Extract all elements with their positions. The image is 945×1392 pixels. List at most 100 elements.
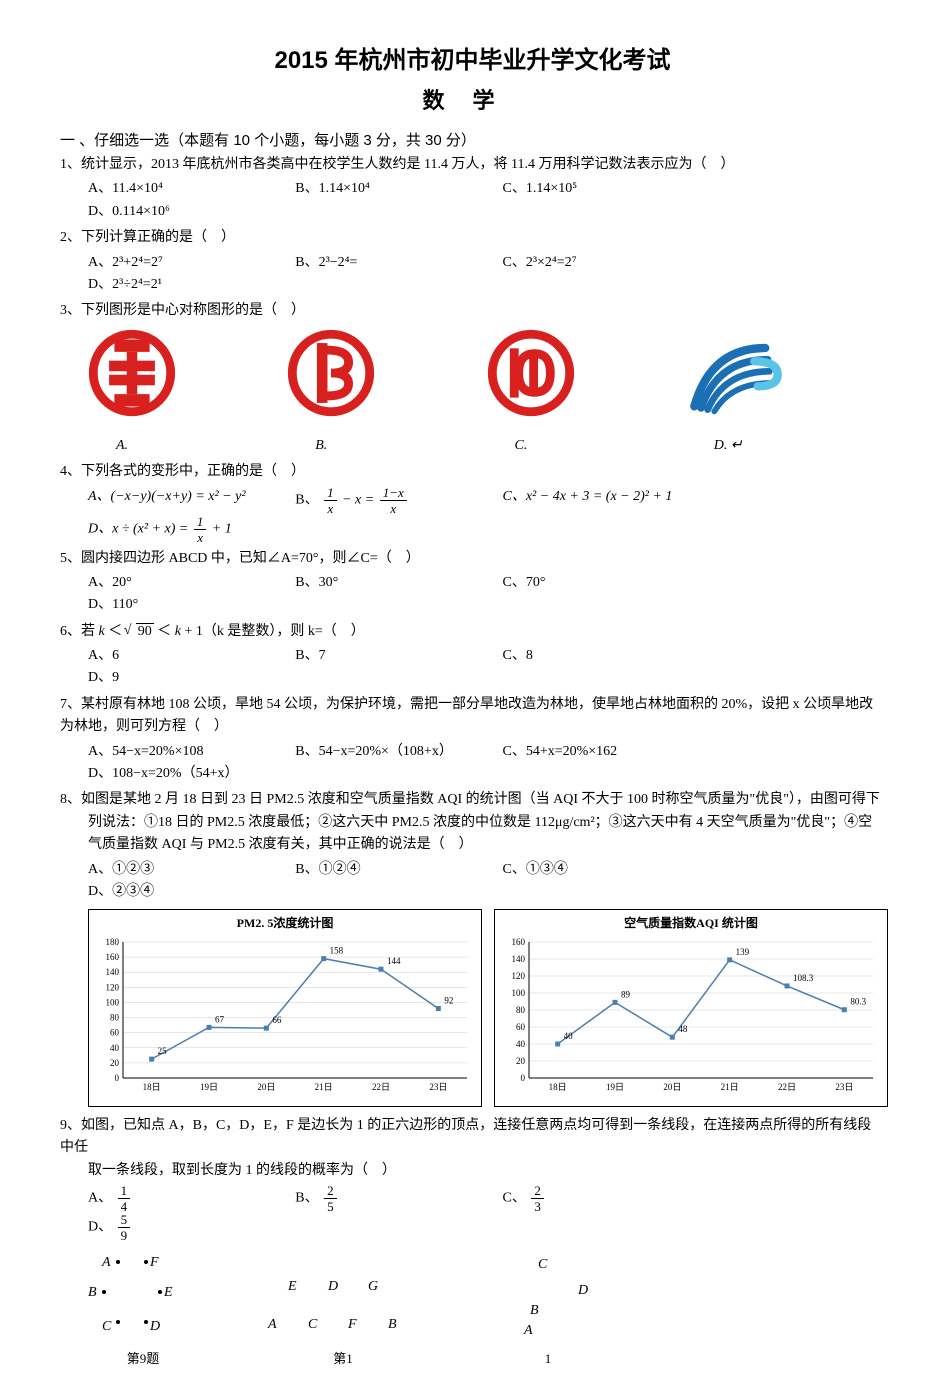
- q9-opt-a: A、 14: [88, 1184, 295, 1213]
- q5-opt-b: B、30°: [295, 572, 502, 594]
- figure-q9-caption: 第9题: [127, 1349, 160, 1370]
- q1-opt-d: D、0.114×10⁶: [88, 201, 295, 223]
- question-1: 1、统计显示，2013 年底杭州市各类高中在校学生人数约是 11.4 万人，将 …: [60, 154, 885, 223]
- svg-text:C: C: [102, 1319, 112, 1334]
- q8-stem-1: 8、如图是某地 2 月 18 日到 23 日 PM2.5 浓度和空气质量指数 A…: [60, 789, 885, 811]
- svg-text:A: A: [523, 1323, 533, 1338]
- q5-opt-d: D、110°: [88, 594, 295, 616]
- figure-q10: E D G A C F B 第1: [258, 1250, 428, 1370]
- chart-aqi-svg: 02040608010012014016018日19日20日21日22日23日4…: [501, 936, 881, 1096]
- q2-opt-d: D、2³÷2⁴=2¹: [88, 274, 295, 296]
- question-8: 8、如图是某地 2 月 18 日到 23 日 PM2.5 浓度和空气质量指数 A…: [60, 789, 885, 1107]
- figure-q10-caption: 第1: [333, 1349, 353, 1370]
- svg-text:E: E: [287, 1279, 297, 1294]
- svg-text:100: 100: [512, 988, 526, 998]
- svg-text:80: 80: [516, 1005, 526, 1015]
- chart-pm25: PM2. 5浓度统计图 02040608010012014016018018日1…: [88, 909, 482, 1107]
- q8-opt-b: B、①②④: [295, 859, 502, 881]
- svg-text:19日: 19日: [606, 1082, 624, 1092]
- q9-opt-c: C、 23: [503, 1184, 710, 1213]
- svg-text:160: 160: [106, 952, 120, 962]
- q3-label-b: B.: [287, 435, 327, 457]
- section-1-heading: 一 、仔细选一选（本题有 10 个小题，每小题 3 分，共 30 分）: [60, 129, 885, 150]
- q2-stem: 2、下列计算正确的是（ ）: [60, 227, 885, 249]
- svg-text:40: 40: [564, 1031, 574, 1041]
- svg-text:21日: 21日: [315, 1082, 333, 1092]
- question-7: 7、某村原有林地 108 公顷，旱地 54 公顷，为保护环境，需把一部分旱地改造…: [60, 694, 885, 786]
- q3-stem: 3、下列图形是中心对称图形的是（ ）: [60, 300, 885, 322]
- q3-label-c: C.: [487, 435, 528, 457]
- svg-text:A: A: [101, 1255, 111, 1270]
- svg-text:25: 25: [158, 1046, 168, 1056]
- q4-opt-b: B、 1x − x = 1−xx: [295, 486, 502, 515]
- question-5: 5、圆内接四边形 ABCD 中，已知∠A=70°，则∠C=（ ） A、20° B…: [60, 548, 885, 617]
- q8-opt-d: D、②③④: [88, 881, 295, 903]
- q7-opt-d: D、108−x=20%（54+x）: [88, 763, 295, 785]
- svg-text:B: B: [88, 1285, 97, 1300]
- svg-text:40: 40: [516, 1039, 526, 1049]
- q3-logo-c-icon: [487, 329, 575, 417]
- q9-opt-d: D、 59: [88, 1213, 295, 1242]
- q3-label-d: D. ↵: [686, 435, 743, 457]
- svg-text:89: 89: [621, 989, 631, 999]
- svg-text:144: 144: [387, 956, 401, 966]
- q6-stem: 6、若 k ＜ 90 ＜ k + 1（k 是整数），则 k=（ ）: [60, 621, 885, 643]
- q7-stem: 7、某村原有林地 108 公顷，旱地 54 公顷，为保护环境，需把一部分旱地改造…: [60, 694, 885, 739]
- svg-text:23日: 23日: [429, 1082, 447, 1092]
- svg-text:21日: 21日: [721, 1082, 739, 1092]
- svg-text:18日: 18日: [143, 1082, 161, 1092]
- q3-logo-d-icon: [686, 329, 786, 417]
- q1-opt-a: A、11.4×10⁴: [88, 178, 295, 200]
- svg-text:60: 60: [516, 1022, 526, 1032]
- q8-opt-c: C、①③④: [503, 859, 710, 881]
- question-6: 6、若 k ＜ 90 ＜ k + 1（k 是整数），则 k=（ ） A、6 B、…: [60, 621, 885, 690]
- svg-text:139: 139: [736, 946, 750, 956]
- svg-text:20: 20: [110, 1057, 120, 1067]
- q8-stem-3: 气质量指数 AQI 与 PM2.5 浓度有关，其中正确的说法是（ ）: [60, 834, 885, 856]
- svg-text:G: G: [368, 1279, 378, 1294]
- svg-text:B: B: [388, 1317, 397, 1332]
- svg-text:40: 40: [110, 1042, 120, 1052]
- q3-logo-a-icon: [88, 329, 176, 417]
- q9-stem-2: 取一条线段，取到长度为 1 的线段的概率为（ ）: [60, 1160, 885, 1182]
- svg-text:18日: 18日: [549, 1082, 567, 1092]
- q3-logo-c-cell: C.: [487, 329, 686, 457]
- q4-opt-d: D、x ÷ (x² + x) = 1x + 1: [88, 515, 295, 544]
- svg-text:D: D: [577, 1283, 588, 1298]
- svg-text:D: D: [149, 1319, 160, 1334]
- q4-stem: 4、下列各式的变形中，正确的是（ ）: [60, 461, 885, 483]
- q1-opt-c: C、1.14×10⁵: [503, 178, 710, 200]
- question-3: 3、下列图形是中心对称图形的是（ ） A. B.: [60, 300, 885, 457]
- svg-text:120: 120: [512, 971, 526, 981]
- svg-text:80: 80: [110, 1012, 120, 1022]
- exam-title: 2015 年杭州市初中毕业升学文化考试: [60, 40, 885, 75]
- svg-text:66: 66: [272, 1015, 282, 1025]
- svg-text:F: F: [149, 1255, 159, 1270]
- svg-text:20日: 20日: [663, 1082, 681, 1092]
- q4-opt-a: A、(−x−y)(−x+y) = x² − y²: [88, 486, 295, 515]
- figure-q9: A F B E C D 第9题: [88, 1250, 198, 1370]
- q5-opt-c: C、70°: [503, 572, 710, 594]
- chart-aqi-title: 空气质量指数AQI 统计图: [501, 914, 881, 933]
- q7-opt-c: C、54+x=20%×162: [503, 741, 710, 763]
- q6-opt-c: C、8: [503, 645, 710, 667]
- svg-text:67: 67: [215, 1014, 225, 1024]
- chart-pm25-svg: 02040608010012014016018018日19日20日21日22日2…: [95, 936, 475, 1096]
- q5-stem: 5、圆内接四边形 ABCD 中，已知∠A=70°，则∠C=（ ）: [60, 548, 885, 570]
- svg-text:180: 180: [106, 937, 120, 947]
- svg-text:140: 140: [106, 967, 120, 977]
- q6-opt-d: D、9: [88, 667, 295, 689]
- svg-text:140: 140: [512, 954, 526, 964]
- svg-text:C: C: [538, 1257, 548, 1272]
- svg-text:120: 120: [106, 982, 120, 992]
- q2-opt-b: B、2³−2⁴=: [295, 252, 502, 274]
- q5-opt-a: A、20°: [88, 572, 295, 594]
- q2-opt-c: C、2³×2⁴=2⁷: [503, 252, 710, 274]
- svg-text:E: E: [163, 1285, 173, 1300]
- figure-q11-caption: 1: [545, 1349, 552, 1370]
- q1-stem: 1、统计显示，2013 年底杭州市各类高中在校学生人数约是 11.4 万人，将 …: [60, 154, 885, 176]
- q3-logo-a-cell: A.: [88, 329, 287, 457]
- svg-text:60: 60: [110, 1027, 120, 1037]
- q9-opt-b: B、 25: [295, 1184, 502, 1213]
- svg-text:158: 158: [330, 945, 344, 955]
